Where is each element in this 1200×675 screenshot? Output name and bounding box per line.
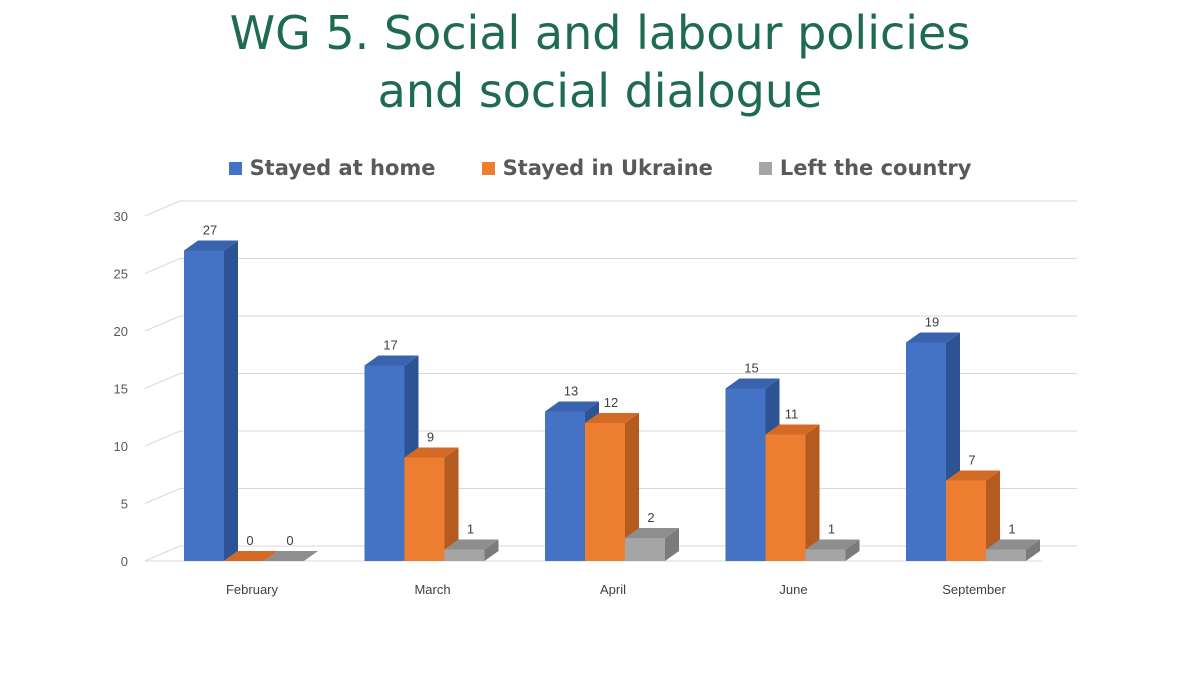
bar-top-stayed-at-home-june (725, 378, 780, 389)
legend-swatch-stayed-at-home (228, 161, 242, 175)
gridline-diagonal (144, 373, 181, 389)
gridline-diagonal (144, 545, 181, 562)
data-label-stayed-in-ukraine-march: 9 (427, 430, 434, 445)
bar-top-stayed-at-home-april (545, 401, 599, 412)
legend-label-stayed-at-home: Stayed at home (249, 156, 436, 180)
y-tick-label: 5 (121, 497, 128, 512)
data-label-stayed-in-ukraine-june: 11 (785, 407, 799, 422)
x-tick-label-march: March (414, 582, 450, 597)
y-tick-label: 20 (114, 324, 128, 339)
gridline-diagonal (144, 258, 181, 274)
data-label-stayed-at-home-june: 15 (744, 361, 758, 376)
bar-top-left-the-country-september (986, 539, 1040, 550)
y-tick-label: 25 (114, 267, 128, 282)
bar-left-the-country-september (986, 549, 1026, 561)
bar-side-left-the-country-september (1026, 539, 1040, 561)
bar-top-stayed-in-ukraine-september (946, 470, 1000, 481)
data-label-left-the-country-february: 0 (286, 533, 293, 548)
x-tick-label-june: June (779, 582, 807, 597)
bar-top-stayed-at-home-february (184, 240, 238, 251)
bar-top-left-the-country-june (805, 539, 860, 550)
data-label-stayed-at-home-february: 27 (203, 223, 217, 238)
chart-legend: Stayed at home Stayed in Ukraine Left th… (0, 156, 1200, 180)
bar-side-stayed-in-ukraine-june (805, 424, 820, 561)
data-label-stayed-in-ukraine-february: 0 (246, 533, 253, 548)
bar-left-the-country-june (805, 549, 846, 561)
bar-stayed-at-home-march (364, 365, 405, 561)
bar-top-stayed-in-ukraine-february (224, 551, 278, 561)
y-tick-label: 10 (114, 439, 128, 454)
bar-top-stayed-in-ukraine-april (585, 413, 639, 423)
legend-label-left-the-country: Left the country (779, 156, 972, 180)
data-label-stayed-in-ukraine-april: 12 (604, 395, 618, 410)
bar-top-stayed-in-ukraine-march (404, 447, 459, 458)
legend-item-stayed-in-ukraine: Stayed in Ukraine (481, 156, 713, 180)
data-label-stayed-in-ukraine-september: 7 (968, 453, 975, 468)
bar-left-the-country-march (444, 549, 485, 561)
bar-stayed-in-ukraine-june (765, 434, 806, 561)
title-line-1: WG 5. Social and labour policies (229, 6, 971, 60)
gridline-diagonal (144, 315, 181, 332)
data-label-left-the-country-september: 1 (1008, 522, 1015, 537)
bar-side-stayed-in-ukraine-march (444, 447, 459, 561)
bar-stayed-at-home-june (725, 388, 766, 561)
x-tick-label-april: April (600, 582, 626, 597)
gridline-diagonal (144, 488, 181, 504)
bar-side-stayed-in-ukraine-september (986, 470, 1000, 561)
y-tick-label: 0 (121, 554, 128, 569)
bar-side-stayed-in-ukraine-april (625, 413, 639, 561)
y-tick-label: 30 (114, 209, 128, 224)
data-label-stayed-at-home-september: 19 (925, 315, 939, 330)
bar-top-stayed-at-home-september (906, 332, 960, 343)
legend-item-stayed-at-home: Stayed at home (228, 156, 436, 180)
y-tick-label: 15 (114, 382, 128, 397)
bar-stayed-in-ukraine-september (946, 480, 986, 561)
bar-side-left-the-country-june (845, 539, 860, 561)
bar-stayed-in-ukraine-april (585, 423, 625, 561)
legend-swatch-stayed-in-ukraine (481, 161, 495, 175)
data-label-stayed-at-home-april: 13 (564, 384, 578, 399)
data-label-left-the-country-april: 2 (647, 510, 654, 525)
bar-stayed-in-ukraine-march (404, 457, 445, 561)
bar-top-left-the-country-march (444, 539, 499, 550)
bar-top-stayed-in-ukraine-june (765, 424, 820, 435)
bar-left-the-country-april (625, 538, 665, 561)
bar-side-stayed-at-home-february (224, 240, 238, 561)
bar-side-left-the-country-april (665, 528, 679, 561)
bar-top-stayed-at-home-march (364, 355, 419, 366)
data-label-left-the-country-june: 1 (828, 522, 835, 537)
chart-title: WG 5. Social and labour policies and soc… (0, 4, 1200, 120)
bar-side-left-the-country-march (484, 539, 499, 561)
x-tick-label-february: February (226, 582, 279, 597)
bar-stayed-at-home-february (184, 250, 224, 561)
bar-top-left-the-country-february (264, 551, 318, 561)
legend-label-stayed-in-ukraine: Stayed in Ukraine (502, 156, 713, 180)
gridline-diagonal (144, 430, 181, 447)
bar-stayed-at-home-april (545, 411, 585, 561)
legend-item-left-the-country: Left the country (758, 156, 972, 180)
x-tick-label-september: September (942, 582, 1006, 597)
data-label-left-the-country-march: 1 (467, 522, 474, 537)
data-label-stayed-at-home-march: 17 (383, 338, 397, 353)
title-line-2: and social dialogue (377, 64, 823, 118)
bar-top-left-the-country-april (625, 528, 679, 538)
bar-stayed-at-home-september (906, 342, 946, 561)
gridline-diagonal (144, 200, 181, 217)
legend-swatch-left-the-country (758, 161, 772, 175)
